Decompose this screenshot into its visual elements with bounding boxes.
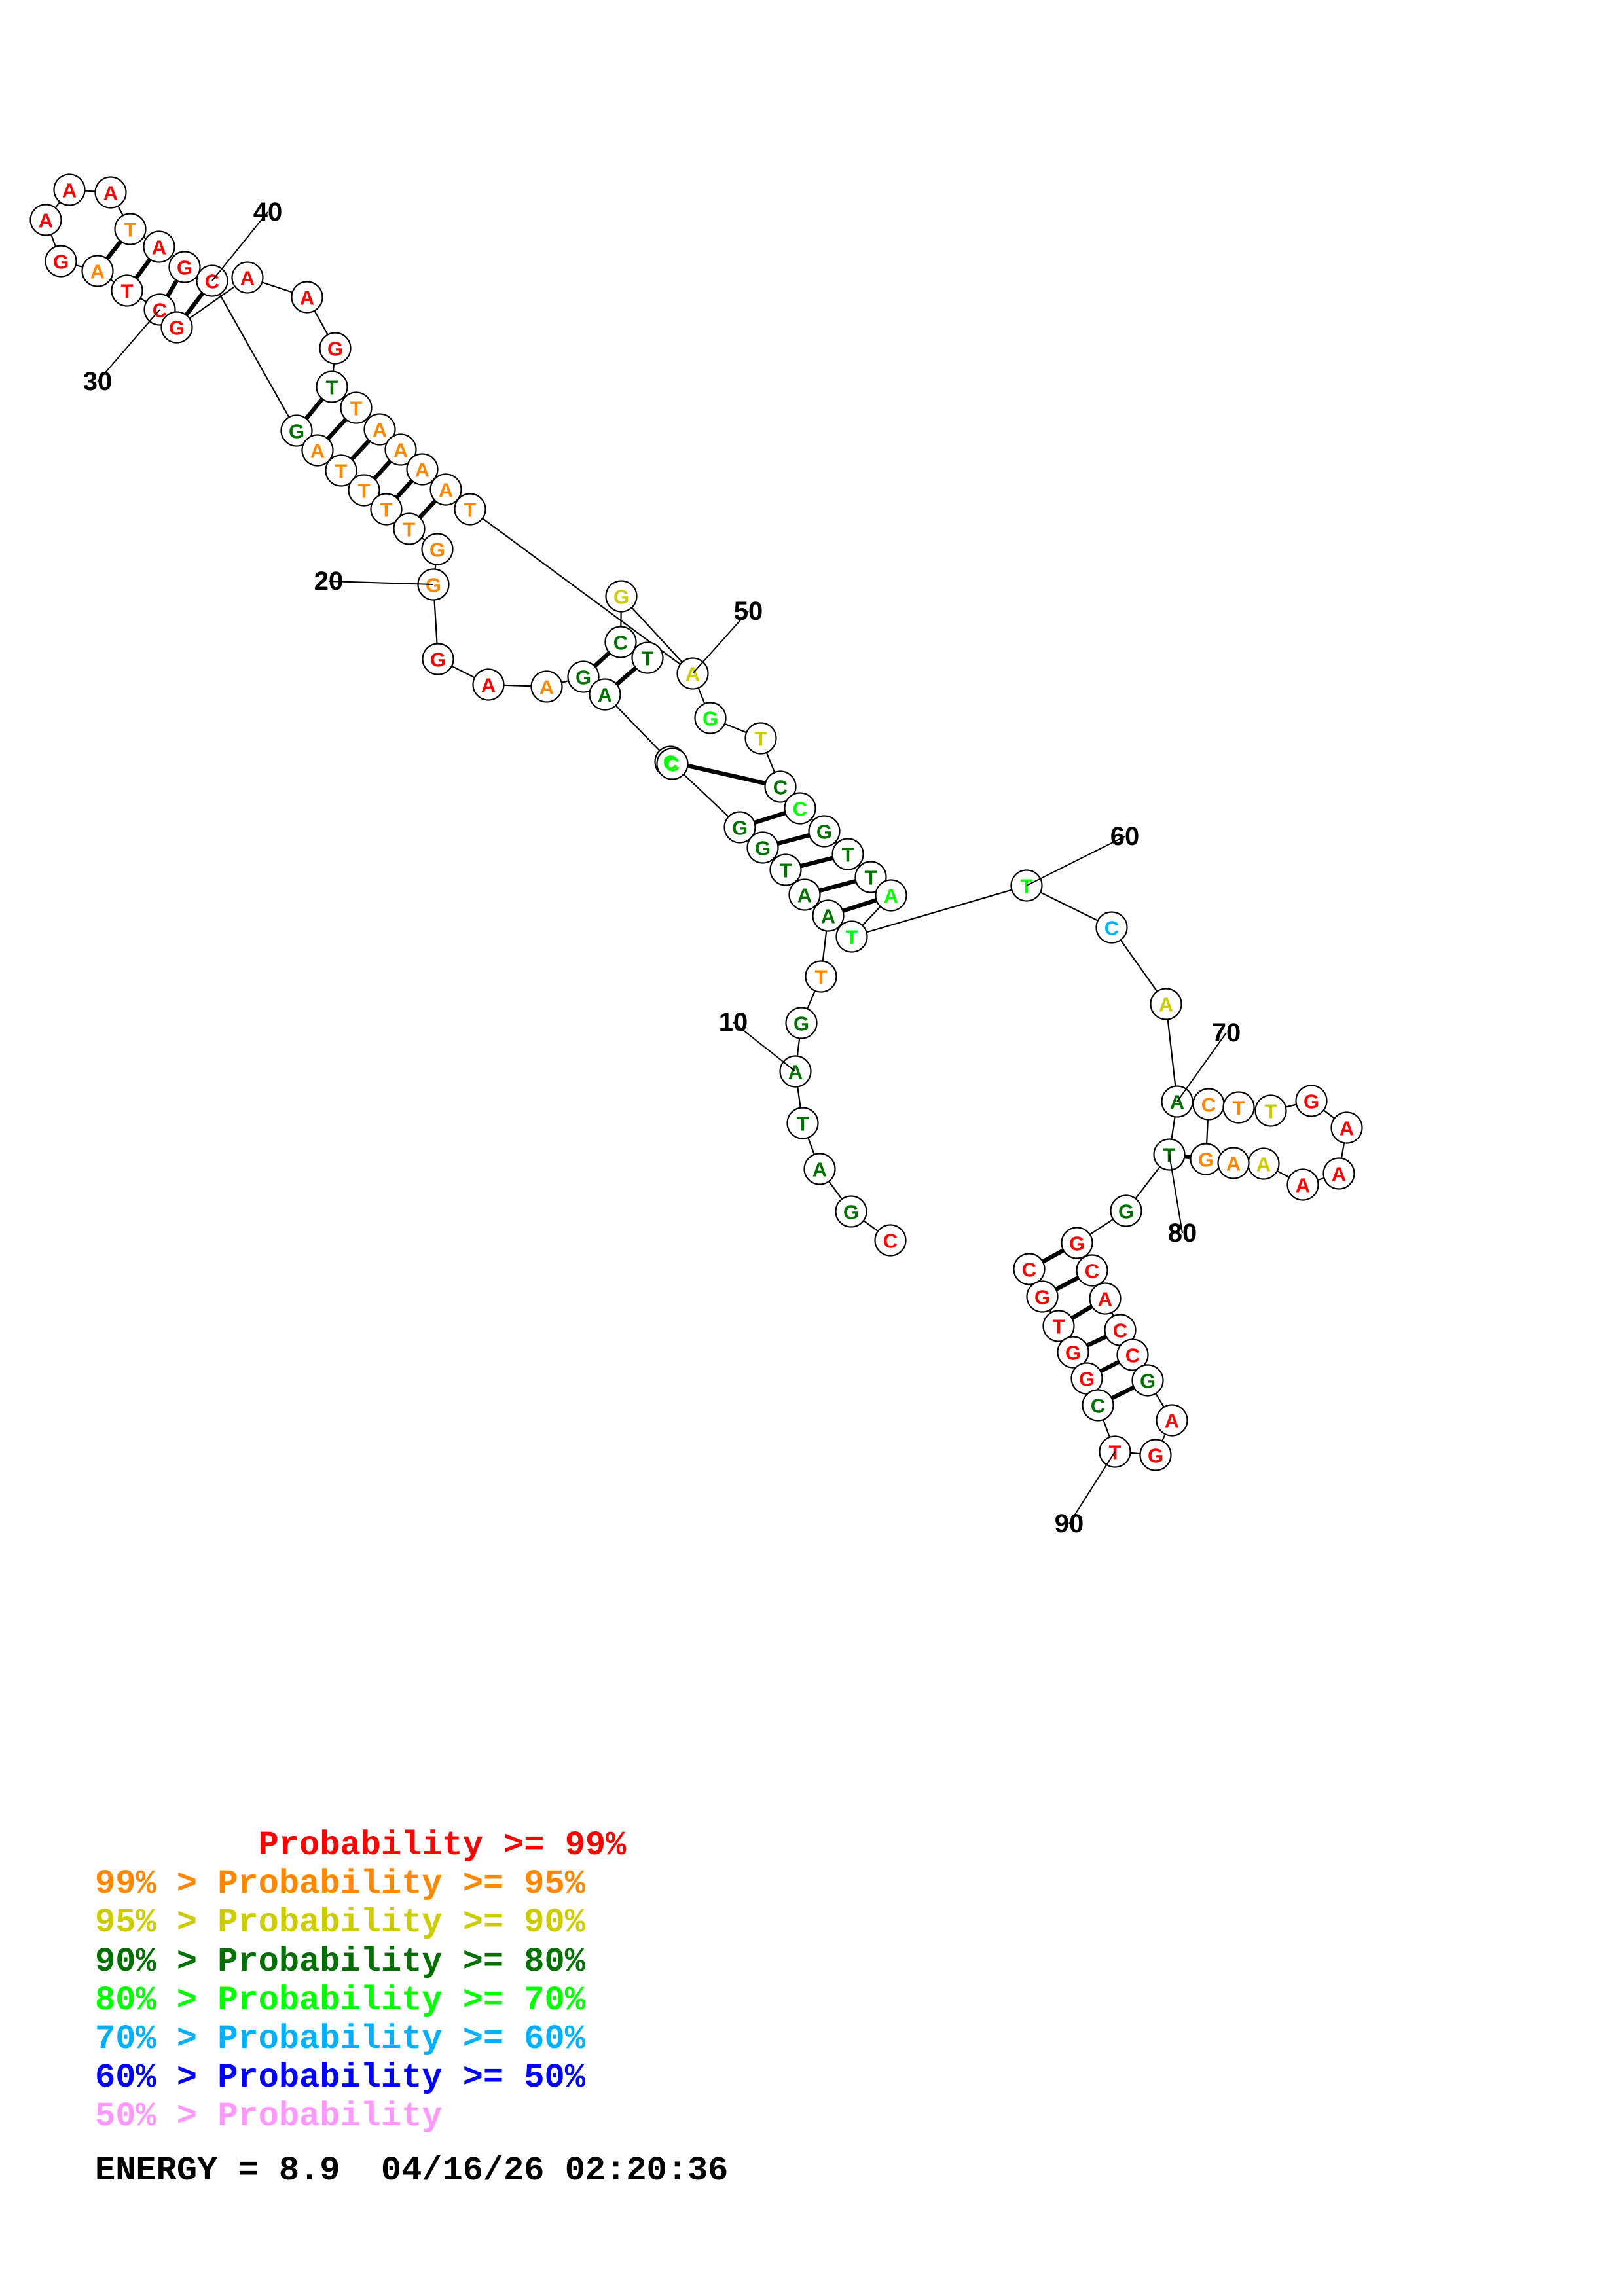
- svg-text:T: T: [642, 647, 654, 670]
- svg-text:G: G: [289, 420, 304, 443]
- svg-text:T: T: [1265, 1100, 1277, 1123]
- svg-text:T: T: [380, 499, 393, 522]
- svg-text:A: A: [39, 209, 53, 232]
- svg-text:T: T: [1053, 1316, 1065, 1338]
- svg-text:C: C: [773, 776, 788, 799]
- svg-text:A: A: [1332, 1163, 1346, 1186]
- svg-text:A: A: [90, 260, 105, 283]
- svg-text:T: T: [121, 280, 134, 303]
- svg-text:T: T: [755, 728, 767, 751]
- svg-text:C: C: [665, 753, 680, 776]
- svg-text:G: G: [575, 666, 591, 689]
- svg-text:T: T: [326, 376, 338, 399]
- svg-text:G: G: [1140, 1370, 1156, 1393]
- svg-text:G: G: [1148, 1444, 1163, 1467]
- svg-text:G: G: [816, 821, 832, 844]
- svg-text:G: G: [755, 837, 771, 860]
- svg-text:30: 30: [83, 367, 113, 396]
- svg-text:G: G: [177, 257, 192, 279]
- svg-text:A: A: [310, 440, 325, 463]
- svg-text:70: 70: [1212, 1018, 1241, 1047]
- svg-text:C: C: [1104, 917, 1119, 940]
- svg-text:T: T: [335, 460, 348, 483]
- svg-text:G: G: [430, 649, 446, 672]
- svg-text:C: C: [1201, 1094, 1216, 1117]
- svg-text:A: A: [300, 287, 314, 310]
- svg-text:T: T: [403, 518, 416, 541]
- svg-text:A: A: [812, 1158, 827, 1181]
- svg-text:G: G: [426, 574, 441, 597]
- svg-text:A: A: [797, 884, 812, 907]
- svg-text:A: A: [439, 479, 453, 502]
- svg-text:A: A: [1296, 1174, 1310, 1197]
- svg-text:T: T: [865, 867, 877, 889]
- svg-text:G: G: [1118, 1200, 1134, 1223]
- svg-text:A: A: [1340, 1117, 1354, 1140]
- svg-text:T: T: [124, 219, 137, 242]
- svg-text:A: A: [884, 885, 898, 908]
- svg-text:T: T: [842, 844, 854, 867]
- svg-text:G: G: [1304, 1090, 1319, 1113]
- svg-text:G: G: [702, 708, 718, 730]
- svg-text:G: G: [169, 317, 185, 340]
- svg-text:C: C: [883, 1230, 898, 1253]
- svg-text:A: A: [415, 459, 429, 482]
- svg-text:C: C: [1125, 1344, 1140, 1367]
- svg-text:C: C: [1022, 1259, 1036, 1282]
- svg-text:A: A: [1226, 1153, 1241, 1175]
- svg-text:A: A: [481, 674, 496, 697]
- svg-text:T: T: [1233, 1097, 1245, 1120]
- svg-text:C: C: [613, 632, 628, 655]
- svg-text:A: A: [1098, 1288, 1112, 1311]
- svg-text:A: A: [62, 179, 77, 202]
- svg-text:G: G: [1079, 1368, 1095, 1391]
- svg-text:C: C: [1091, 1395, 1105, 1418]
- svg-text:G: G: [843, 1201, 859, 1224]
- svg-text:T: T: [1021, 875, 1033, 898]
- svg-text:G: G: [793, 1013, 809, 1035]
- svg-text:G: G: [613, 586, 629, 609]
- svg-text:50: 50: [734, 597, 763, 626]
- svg-text:G: G: [1065, 1342, 1081, 1365]
- svg-text:90: 90: [1055, 1509, 1084, 1538]
- svg-text:G: G: [1069, 1232, 1085, 1255]
- svg-text:G: G: [429, 539, 445, 562]
- svg-text:T: T: [780, 859, 792, 882]
- svg-text:A: A: [685, 663, 700, 686]
- svg-text:A: A: [1165, 1410, 1179, 1433]
- svg-text:G: G: [327, 338, 343, 361]
- svg-text:A: A: [1256, 1153, 1271, 1176]
- svg-text:G: G: [732, 817, 748, 840]
- svg-text:80: 80: [1168, 1219, 1197, 1247]
- svg-text:C: C: [793, 798, 807, 821]
- svg-text:T: T: [797, 1113, 809, 1136]
- svg-text:A: A: [821, 905, 835, 928]
- svg-text:10: 10: [719, 1008, 748, 1037]
- svg-text:A: A: [598, 684, 612, 707]
- svg-text:T: T: [464, 499, 477, 522]
- svg-text:C: C: [1113, 1319, 1127, 1342]
- svg-text:A: A: [393, 439, 408, 462]
- svg-text:G: G: [1198, 1149, 1214, 1172]
- svg-text:T: T: [358, 480, 371, 503]
- svg-text:A: A: [788, 1061, 803, 1084]
- svg-text:60: 60: [1110, 822, 1140, 851]
- svg-text:G: G: [53, 251, 69, 274]
- svg-text:A: A: [373, 419, 387, 442]
- svg-text:T: T: [815, 966, 828, 989]
- svg-text:A: A: [240, 267, 255, 290]
- svg-text:T: T: [350, 397, 363, 420]
- svg-text:A: A: [539, 676, 554, 699]
- svg-text:A: A: [152, 236, 166, 259]
- svg-text:A: A: [103, 182, 118, 205]
- svg-text:T: T: [846, 926, 858, 949]
- svg-text:C: C: [1085, 1260, 1099, 1283]
- svg-text:20: 20: [314, 567, 344, 596]
- svg-text:40: 40: [253, 198, 283, 226]
- svg-text:G: G: [1034, 1286, 1050, 1309]
- svg-text:A: A: [1159, 994, 1173, 1016]
